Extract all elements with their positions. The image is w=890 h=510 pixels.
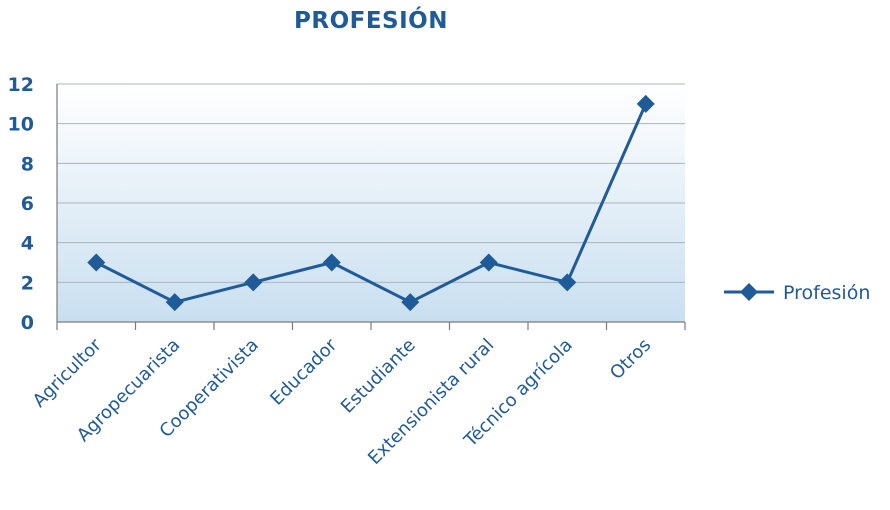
data-point-marker [322,253,341,272]
y-tick-label: 12 [8,74,34,96]
x-tick-label: Estudiante [337,335,420,418]
chart-title: PROFESIÓN [294,8,448,34]
x-tick-label: Otros [606,335,655,384]
y-tick-label: 10 [8,114,34,136]
series-profesion [87,94,655,312]
data-point-marker [479,253,498,272]
data-point-marker [165,293,184,312]
legend-marker [740,283,758,301]
y-tick-label: 6 [21,193,34,215]
data-point-marker [636,94,655,113]
x-tick-label: Agricultor [29,334,106,411]
y-tick-label: 2 [21,272,34,294]
legend: Profesión [724,282,870,304]
data-point-marker [558,273,577,292]
data-point-marker [401,293,420,312]
data-point-marker [244,273,263,292]
y-tick-label: 4 [21,233,34,255]
data-point-marker [87,253,106,272]
series-line [95,103,648,304]
x-tick-label: Educador [266,334,341,409]
y-tick-label: 8 [21,153,34,175]
legend-label: Profesión [783,282,870,304]
y-tick-label: 0 [21,312,34,334]
